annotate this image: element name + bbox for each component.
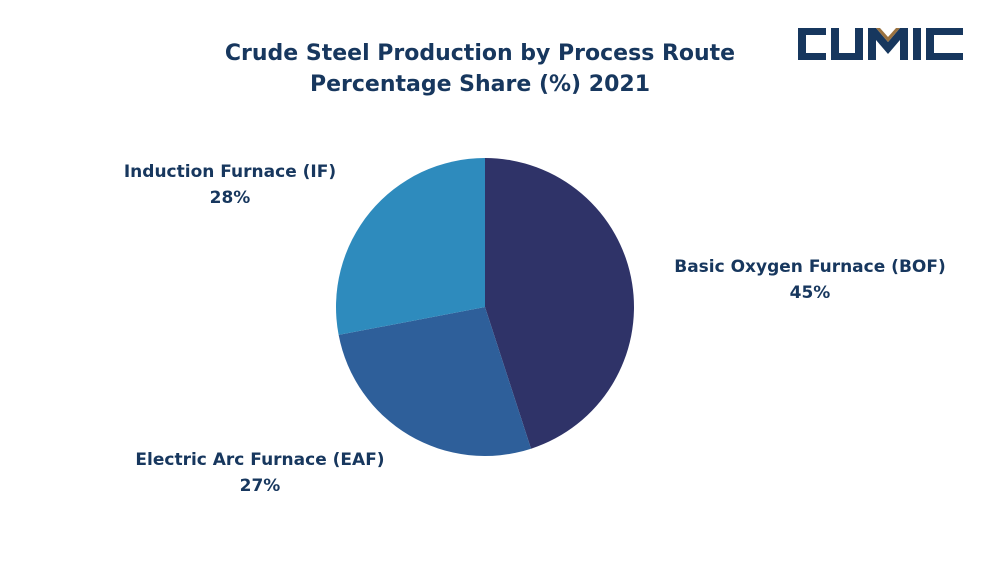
label-eaf: Electric Arc Furnace (EAF) 27% bbox=[100, 447, 420, 499]
label-name: Basic Oxygen Furnace (BOF) bbox=[674, 257, 946, 277]
chart-title: Crude Steel Production by Process Route … bbox=[180, 38, 780, 100]
label-value: 28% bbox=[209, 188, 251, 208]
pie-slice-2 bbox=[335, 157, 485, 335]
pie-slice-1 bbox=[338, 307, 532, 456]
pie-slice-0 bbox=[485, 158, 635, 449]
label-value: 45% bbox=[789, 283, 831, 303]
subtitle-line: Percentage Share (%) 2021 bbox=[309, 72, 651, 97]
cumic-logo bbox=[798, 28, 963, 60]
label-name: Electric Arc Furnace (EAF) bbox=[135, 450, 385, 470]
label-name: Induction Furnace (IF) bbox=[123, 162, 337, 182]
title-line: Crude Steel Production by Process Route bbox=[224, 41, 736, 66]
label-bof: Basic Oxygen Furnace (BOF) 45% bbox=[640, 254, 980, 306]
label-value: 27% bbox=[239, 476, 281, 496]
label-if: Induction Furnace (IF) 28% bbox=[90, 159, 370, 211]
